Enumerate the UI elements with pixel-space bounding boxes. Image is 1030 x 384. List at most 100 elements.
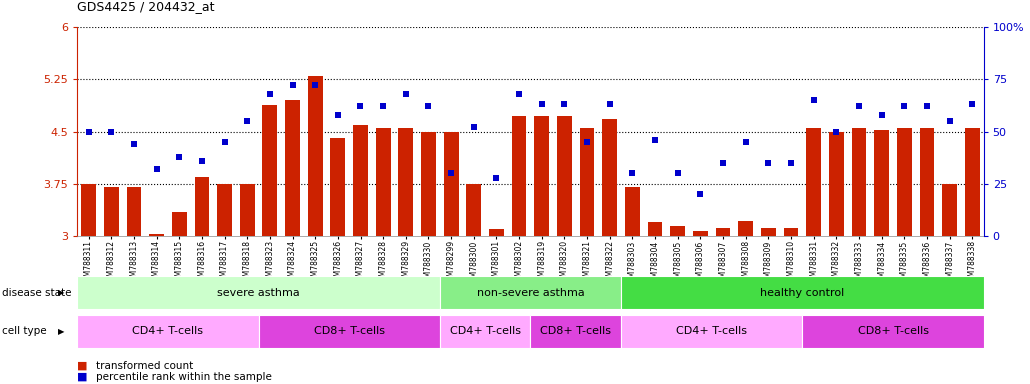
Bar bbox=[716, 228, 730, 236]
Bar bbox=[874, 130, 889, 236]
Point bbox=[239, 118, 255, 124]
Bar bbox=[331, 139, 345, 236]
Bar bbox=[648, 222, 662, 236]
Bar bbox=[240, 184, 254, 236]
Bar bbox=[104, 187, 118, 236]
Bar bbox=[259, 315, 440, 348]
Bar bbox=[444, 132, 458, 236]
Bar bbox=[285, 100, 300, 236]
Bar bbox=[897, 128, 912, 236]
Bar bbox=[421, 132, 436, 236]
Bar bbox=[580, 128, 594, 236]
Point bbox=[420, 103, 437, 109]
Bar bbox=[739, 221, 753, 236]
Bar bbox=[172, 212, 186, 236]
Text: ▶: ▶ bbox=[58, 327, 64, 336]
Text: healthy control: healthy control bbox=[760, 288, 845, 298]
Text: ■: ■ bbox=[77, 361, 88, 371]
Point bbox=[873, 112, 890, 118]
Bar bbox=[77, 315, 259, 348]
Point bbox=[330, 112, 346, 118]
Point bbox=[919, 103, 935, 109]
Point bbox=[352, 103, 369, 109]
Point bbox=[647, 137, 663, 143]
Text: disease state: disease state bbox=[2, 288, 71, 298]
Point bbox=[624, 170, 641, 177]
Point bbox=[466, 124, 482, 131]
Point bbox=[216, 139, 233, 145]
Bar bbox=[127, 187, 141, 236]
Point bbox=[171, 154, 187, 160]
Bar bbox=[308, 76, 322, 236]
Text: severe asthma: severe asthma bbox=[217, 288, 300, 298]
Point bbox=[511, 91, 527, 97]
Point bbox=[737, 139, 754, 145]
Bar bbox=[217, 184, 232, 236]
Bar bbox=[399, 128, 413, 236]
Bar bbox=[784, 228, 798, 236]
Point bbox=[579, 139, 595, 145]
Point bbox=[194, 158, 210, 164]
Bar bbox=[693, 230, 708, 236]
Point bbox=[262, 91, 278, 97]
Bar bbox=[353, 124, 368, 236]
Point bbox=[103, 128, 119, 135]
Point bbox=[80, 128, 97, 135]
Bar bbox=[467, 184, 481, 236]
Bar bbox=[920, 128, 934, 236]
Point bbox=[307, 83, 323, 89]
Bar bbox=[81, 184, 96, 236]
Text: non-severe asthma: non-severe asthma bbox=[477, 288, 584, 298]
Text: cell type: cell type bbox=[2, 326, 46, 336]
Bar bbox=[440, 276, 621, 309]
Point bbox=[941, 118, 958, 124]
Point bbox=[715, 160, 731, 166]
Point bbox=[670, 170, 686, 177]
Text: ▶: ▶ bbox=[58, 288, 64, 297]
Point bbox=[148, 166, 165, 172]
Point bbox=[556, 101, 573, 108]
Bar bbox=[671, 226, 685, 236]
Bar bbox=[195, 177, 209, 236]
Bar bbox=[621, 315, 802, 348]
Point bbox=[398, 91, 414, 97]
Bar bbox=[440, 315, 530, 348]
Point bbox=[126, 141, 142, 147]
Point bbox=[805, 97, 822, 103]
Point bbox=[692, 191, 709, 197]
Point bbox=[760, 160, 777, 166]
Point bbox=[828, 128, 845, 135]
Bar bbox=[557, 116, 572, 236]
Bar bbox=[802, 315, 984, 348]
Bar bbox=[761, 228, 776, 236]
Bar bbox=[625, 187, 640, 236]
Bar bbox=[942, 184, 957, 236]
Bar bbox=[376, 128, 390, 236]
Point bbox=[534, 101, 550, 108]
Point bbox=[488, 174, 505, 180]
Bar bbox=[535, 116, 549, 236]
Text: CD8+ T-cells: CD8+ T-cells bbox=[314, 326, 384, 336]
Text: CD4+ T-cells: CD4+ T-cells bbox=[677, 326, 747, 336]
Text: GDS4425 / 204432_at: GDS4425 / 204432_at bbox=[77, 0, 214, 13]
Bar bbox=[603, 119, 617, 236]
Bar bbox=[489, 229, 504, 236]
Bar bbox=[77, 276, 440, 309]
Text: CD8+ T-cells: CD8+ T-cells bbox=[541, 326, 611, 336]
Bar bbox=[149, 234, 164, 236]
Point bbox=[443, 170, 459, 177]
Text: transformed count: transformed count bbox=[96, 361, 193, 371]
Text: CD8+ T-cells: CD8+ T-cells bbox=[858, 326, 928, 336]
Point bbox=[284, 83, 301, 89]
Bar bbox=[512, 116, 526, 236]
Bar bbox=[806, 128, 821, 236]
Point bbox=[896, 103, 913, 109]
Bar bbox=[852, 128, 866, 236]
Bar bbox=[965, 128, 980, 236]
Bar bbox=[829, 132, 844, 236]
Text: percentile rank within the sample: percentile rank within the sample bbox=[96, 372, 272, 382]
Bar bbox=[263, 105, 277, 236]
Point bbox=[783, 160, 799, 166]
Bar bbox=[530, 315, 621, 348]
Point bbox=[375, 103, 391, 109]
